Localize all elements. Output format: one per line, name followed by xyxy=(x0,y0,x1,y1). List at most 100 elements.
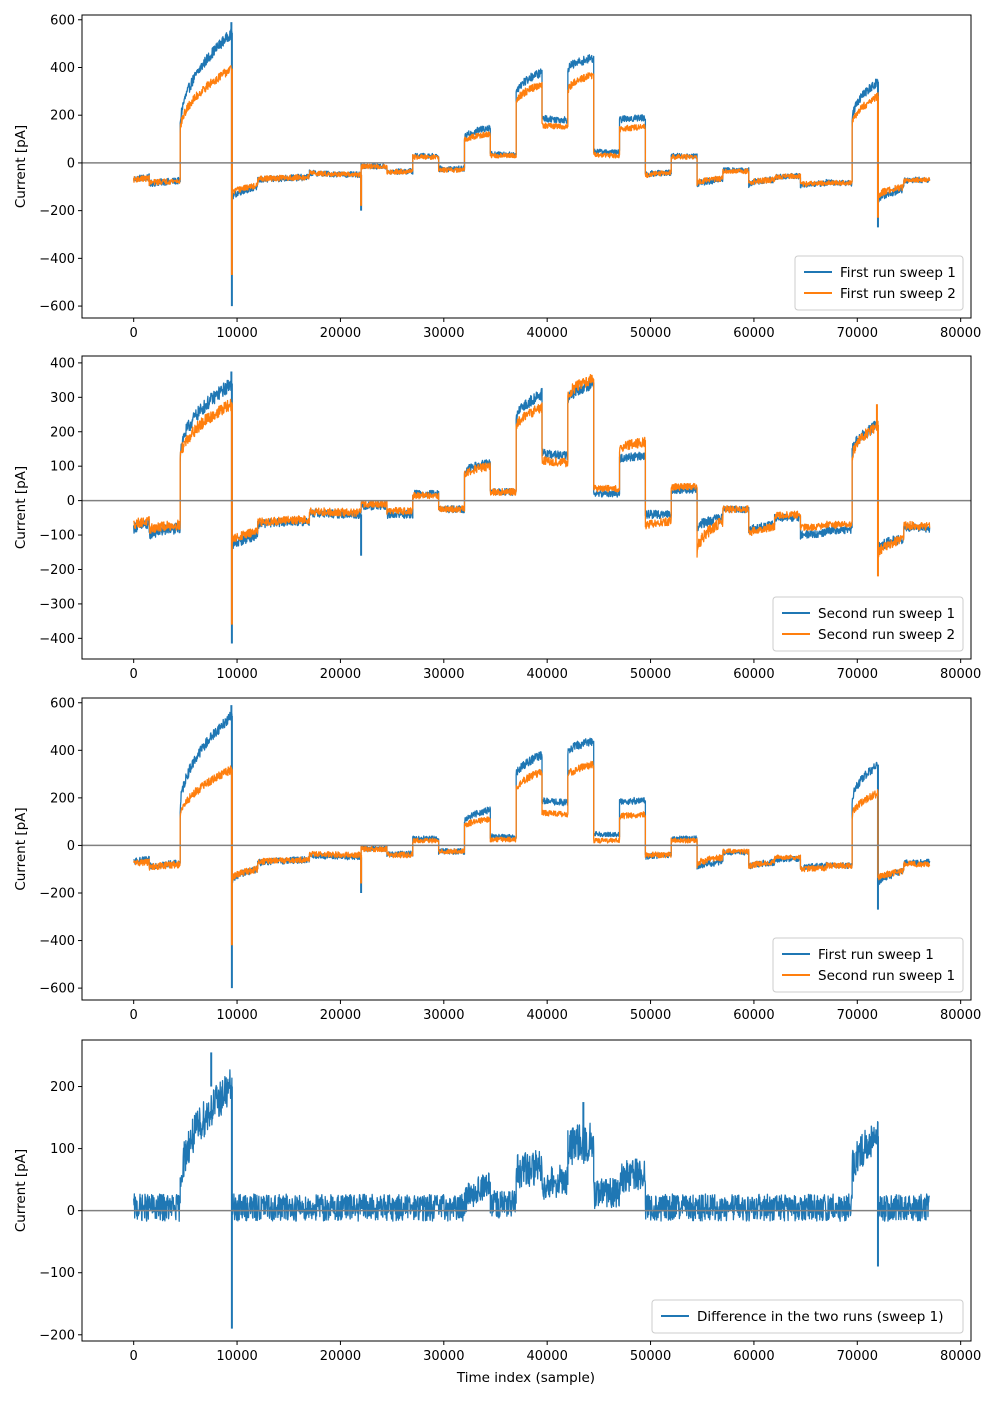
x-tick-label: 70000 xyxy=(837,667,878,682)
x-tick-label: 20000 xyxy=(320,667,361,682)
y-tick-label: 0 xyxy=(67,494,75,509)
x-tick-label: 30000 xyxy=(423,667,464,682)
x-tick-label: 70000 xyxy=(837,1008,878,1023)
x-tick-label: 0 xyxy=(130,667,138,682)
series-line xyxy=(133,711,931,887)
panel-1-legend: Second run sweep 1 Second run sweep 2 xyxy=(772,596,964,652)
panel-1-frame xyxy=(81,355,972,660)
panel-0-frame xyxy=(81,14,972,319)
y-tick-label: 200 xyxy=(50,425,75,440)
y-tick-label: −200 xyxy=(39,886,75,901)
panel-3-frame xyxy=(81,1039,972,1342)
y-tick-label: 600 xyxy=(50,696,75,711)
x-tick-label: 60000 xyxy=(733,667,774,682)
legend-entry: First run sweep 1 xyxy=(818,947,934,963)
y-tick-label: 300 xyxy=(50,391,75,406)
x-tick-label: 30000 xyxy=(423,1008,464,1023)
y-tick-label: 0 xyxy=(67,1204,75,1219)
legend-entry: First run sweep 1 xyxy=(840,265,956,281)
panel-3-legend: Difference in the two runs (sweep 1) xyxy=(651,1299,964,1334)
x-tick-label: 40000 xyxy=(526,1008,567,1023)
x-tick-label: 20000 xyxy=(320,1349,361,1364)
y-tick-label: 200 xyxy=(50,1080,75,1095)
panel-2-legend: First run sweep 1 Second run sweep 1 xyxy=(772,937,964,993)
y-tick-label: 100 xyxy=(50,460,75,475)
x-tick-label: 80000 xyxy=(940,1008,981,1023)
x-tick-label: 80000 xyxy=(940,1349,981,1364)
x-tick-label: 0 xyxy=(130,326,138,341)
y-tick-label: −400 xyxy=(39,934,75,949)
series-line xyxy=(133,374,931,558)
x-tick-label: 10000 xyxy=(216,1008,257,1023)
x-tick-label: 60000 xyxy=(733,1008,774,1023)
panel-2-frame xyxy=(81,697,972,1001)
series-line xyxy=(133,1069,930,1222)
series-line xyxy=(133,760,931,883)
x-tick-label: 40000 xyxy=(526,667,567,682)
x-tick-label: 60000 xyxy=(733,326,774,341)
x-tick-label: 10000 xyxy=(216,1349,257,1364)
x-tick-label: 80000 xyxy=(940,667,981,682)
x-tick-label: 10000 xyxy=(216,326,257,341)
panel-0-data xyxy=(133,22,931,307)
panel-2-ylabel: Current [pA] xyxy=(13,807,29,890)
legend-entry: Second run sweep 2 xyxy=(818,627,955,643)
y-tick-label: −600 xyxy=(39,300,75,315)
legend-box xyxy=(772,596,964,652)
y-tick-label: −200 xyxy=(39,563,75,578)
y-tick-label: 0 xyxy=(67,156,75,171)
y-tick-label: 400 xyxy=(50,356,75,371)
y-tick-label: −100 xyxy=(39,529,75,544)
y-tick-label: 100 xyxy=(50,1142,75,1157)
legend-entry: First run sweep 2 xyxy=(840,286,956,302)
panel-2-ticks: 0 10000 20000 30000 40000 50000 60000 70000 8000… xyxy=(39,696,981,1023)
panel-1-ticks: 0 10000 20000 30000 40000 50000 60000 70000 8000… xyxy=(39,356,981,682)
y-tick-label: −400 xyxy=(39,632,75,647)
y-tick-label: −300 xyxy=(39,597,75,612)
x-tick-label: 10000 xyxy=(216,667,257,682)
panel-2-data xyxy=(133,705,931,989)
legend-box xyxy=(772,937,964,993)
x-tick-label: 30000 xyxy=(423,1349,464,1364)
x-tick-label: 50000 xyxy=(630,1349,671,1364)
legend-box xyxy=(651,1299,964,1334)
x-tick-label: 20000 xyxy=(320,1008,361,1023)
x-tick-label: 30000 xyxy=(423,326,464,341)
y-tick-label: 600 xyxy=(50,13,75,28)
y-tick-label: 200 xyxy=(50,109,75,124)
x-tick-label: 0 xyxy=(130,1008,138,1023)
y-tick-label: −400 xyxy=(39,252,75,267)
x-tick-label: 60000 xyxy=(733,1349,774,1364)
y-tick-label: 400 xyxy=(50,744,75,759)
panel-first-run: 0 10000 20000 30000 40000 50000 60000 70000 8000… xyxy=(13,13,981,341)
x-tick-label: 0 xyxy=(130,1349,138,1364)
y-tick-label: −200 xyxy=(39,204,75,219)
panel-3-data xyxy=(133,1052,930,1329)
panel-second-run: 0 10000 20000 30000 40000 50000 60000 70000 8000… xyxy=(13,355,981,682)
panel-difference: 0 10000 20000 30000 40000 50000 60000 70000 8000… xyxy=(13,1039,981,1364)
x-tick-label: 40000 xyxy=(526,326,567,341)
panel-1-data xyxy=(133,371,931,644)
y-tick-label: 0 xyxy=(67,839,75,854)
x-tick-label: 70000 xyxy=(837,1349,878,1364)
y-tick-label: −600 xyxy=(39,982,75,997)
x-tick-label: 20000 xyxy=(320,326,361,341)
x-tick-label: 40000 xyxy=(526,1349,567,1364)
series-line xyxy=(133,65,931,198)
figure-xlabel: Time index (sample) xyxy=(456,1370,595,1386)
x-tick-label: 50000 xyxy=(630,667,671,682)
panel-3-ticks: 0 10000 20000 30000 40000 50000 60000 70000 8000… xyxy=(39,1080,981,1364)
panel-run-comparison: 0 10000 20000 30000 40000 50000 60000 70000 8000… xyxy=(13,696,981,1023)
panel-0-ticks: 0 10000 20000 30000 40000 50000 60000 70000 8000… xyxy=(39,13,981,341)
x-tick-label: 50000 xyxy=(630,326,671,341)
legend-box xyxy=(794,255,964,311)
panel-3-ylabel: Current [pA] xyxy=(13,1149,29,1232)
legend-entry: Second run sweep 1 xyxy=(818,606,955,622)
legend-entry: Second run sweep 1 xyxy=(818,968,955,984)
y-tick-label: 200 xyxy=(50,791,75,806)
panel-0-ylabel: Current [pA] xyxy=(13,125,29,208)
x-tick-label: 70000 xyxy=(837,326,878,341)
x-tick-label: 80000 xyxy=(940,326,981,341)
